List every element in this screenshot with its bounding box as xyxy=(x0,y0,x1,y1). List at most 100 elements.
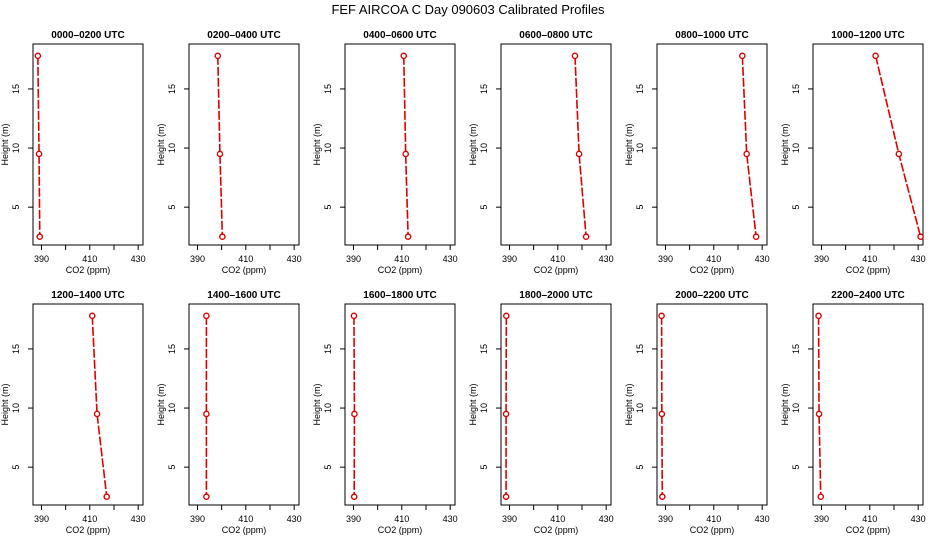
panel-11-xtick-label: 430 xyxy=(755,514,770,524)
panel-7-ytick-label: 10 xyxy=(11,403,21,413)
panel-11-point xyxy=(660,494,665,499)
panel-12-profile-line xyxy=(819,316,821,497)
panel-5-point xyxy=(744,151,749,156)
panel-2-xlabel: CO2 (ppm) xyxy=(222,265,267,275)
panel-10-xtick-label: 410 xyxy=(550,514,565,524)
panel-10-frame xyxy=(501,304,611,505)
panel-5-point xyxy=(754,234,759,239)
panel-9-point xyxy=(352,494,357,499)
panel-9-xtick-label: 390 xyxy=(346,514,361,524)
panel-12-ytick-label: 5 xyxy=(791,465,801,470)
panel-1-xtick-label: 410 xyxy=(82,254,97,264)
panel-7-point xyxy=(90,313,95,318)
panel-5-xlabel: CO2 (ppm) xyxy=(690,265,735,275)
panel-8-xtick-label: 410 xyxy=(238,514,253,524)
panel-5-xtick-label: 410 xyxy=(706,254,721,264)
panel-6-ytick-label: 5 xyxy=(791,205,801,210)
panel-10-title: 1800–2000 UTC xyxy=(519,290,592,301)
panel-12-title: 2200–2400 UTC xyxy=(831,290,904,301)
panel-12-point xyxy=(816,313,821,318)
panel-4-title: 0600–0800 UTC xyxy=(519,30,592,41)
panel-7-title: 1200–1400 UTC xyxy=(51,290,124,301)
panel-5-point xyxy=(740,53,745,58)
panel-8-ytick-label: 5 xyxy=(167,465,177,470)
panel-11-title: 2000–2200 UTC xyxy=(675,290,748,301)
panel-12-xlabel: CO2 (ppm) xyxy=(846,525,891,535)
panel-5-ylabel: Height (m) xyxy=(624,123,634,165)
panel-12-xtick-label: 390 xyxy=(814,514,829,524)
panel-6-xtick-label: 410 xyxy=(862,254,877,264)
panel-6-xtick-label: 390 xyxy=(814,254,829,264)
panel-6-ytick-label: 10 xyxy=(791,143,801,153)
panel-10-point xyxy=(503,411,508,416)
panel-8-frame xyxy=(189,304,299,505)
panel-3-point xyxy=(403,151,408,156)
panel-7-profile-line xyxy=(92,316,107,497)
panel-6-title: 1000–1200 UTC xyxy=(831,30,904,41)
panel-12-point xyxy=(816,411,821,416)
panel-3-profile-line xyxy=(404,56,408,237)
panel-1-xtick-label: 390 xyxy=(34,254,49,264)
panel-12-xtick-label: 410 xyxy=(862,514,877,524)
panel-7-xtick-label: 390 xyxy=(34,514,49,524)
panel-6-profile-line xyxy=(876,56,921,237)
panel-2-ytick-label: 5 xyxy=(167,205,177,210)
panel-11-ytick-label: 10 xyxy=(635,403,645,413)
panel-10-xtick-label: 390 xyxy=(502,514,517,524)
panel-7-xlabel: CO2 (ppm) xyxy=(66,525,111,535)
panel-3-frame xyxy=(345,44,455,245)
panel-11-xtick-label: 410 xyxy=(706,514,721,524)
panel-5-xtick-label: 430 xyxy=(755,254,770,264)
panel-1-point xyxy=(37,234,42,239)
panel-9-point xyxy=(352,411,357,416)
panel-1-ytick-label: 15 xyxy=(11,84,21,94)
panel-2-xtick-label: 430 xyxy=(287,254,302,264)
panel-5-profile-line xyxy=(742,56,756,237)
panel-6-point xyxy=(918,234,923,239)
panel-6-ylabel: Height (m) xyxy=(780,123,790,165)
panel-4-ytick-label: 10 xyxy=(479,143,489,153)
panel-10-xtick-label: 430 xyxy=(599,514,614,524)
panel-8-ytick-label: 10 xyxy=(167,403,177,413)
panel-3-ytick-label: 5 xyxy=(323,205,333,210)
panel-8-xlabel: CO2 (ppm) xyxy=(222,525,267,535)
panel-1-title: 0000–0200 UTC xyxy=(51,30,124,41)
panel-11-xtick-label: 390 xyxy=(658,514,673,524)
panel-12-frame xyxy=(813,304,923,505)
panel-3-xtick-label: 390 xyxy=(346,254,361,264)
panel-2-title: 0200–0400 UTC xyxy=(207,30,280,41)
panel-2-xtick-label: 410 xyxy=(238,254,253,264)
panel-8-xtick-label: 390 xyxy=(190,514,205,524)
panel-2-ytick-label: 10 xyxy=(167,143,177,153)
panel-2-xtick-label: 390 xyxy=(190,254,205,264)
panel-4-ytick-label: 15 xyxy=(479,84,489,94)
panel-10-point xyxy=(504,313,509,318)
panel-3-ytick-label: 10 xyxy=(323,143,333,153)
panel-7-ytick-label: 5 xyxy=(11,465,21,470)
panel-3-ylabel: Height (m) xyxy=(312,123,322,165)
panel-8-point xyxy=(204,313,209,318)
panel-10-point xyxy=(503,494,508,499)
panel-6-point xyxy=(896,151,901,156)
panel-11-profile-line xyxy=(662,316,663,497)
panel-1-point xyxy=(35,53,40,58)
panel-3-title: 0400–0600 UTC xyxy=(363,30,436,41)
panel-2-frame xyxy=(189,44,299,245)
page-title: FEF AIRCOA C Day 090603 Calibrated Profi… xyxy=(331,2,605,17)
panel-4-xtick-label: 410 xyxy=(550,254,565,264)
panel-7-xtick-label: 430 xyxy=(131,514,146,524)
panel-7-xtick-label: 410 xyxy=(82,514,97,524)
panel-9-ytick-label: 5 xyxy=(323,465,333,470)
panel-11-ytick-label: 5 xyxy=(635,465,645,470)
panel-1-xtick-label: 430 xyxy=(131,254,146,264)
panel-3-point xyxy=(405,234,410,239)
panel-11-frame xyxy=(657,304,767,505)
